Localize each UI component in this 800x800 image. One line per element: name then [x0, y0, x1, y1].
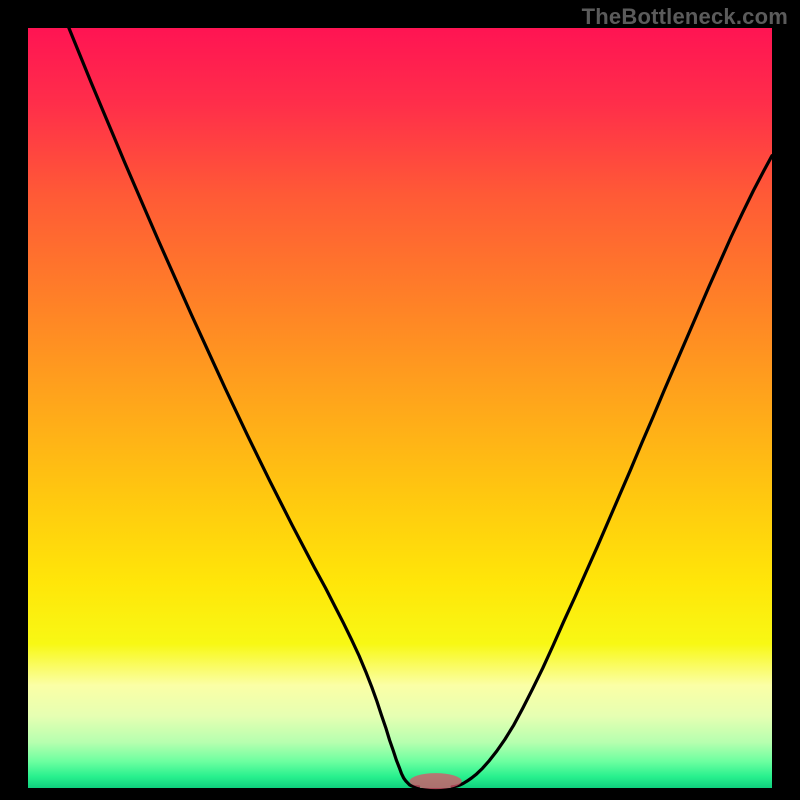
plot-background [28, 28, 772, 788]
watermark-text: TheBottleneck.com [582, 4, 788, 30]
chart-stage: TheBottleneck.com [0, 0, 800, 800]
vertex-marker [410, 773, 462, 789]
chart-svg [0, 0, 800, 800]
